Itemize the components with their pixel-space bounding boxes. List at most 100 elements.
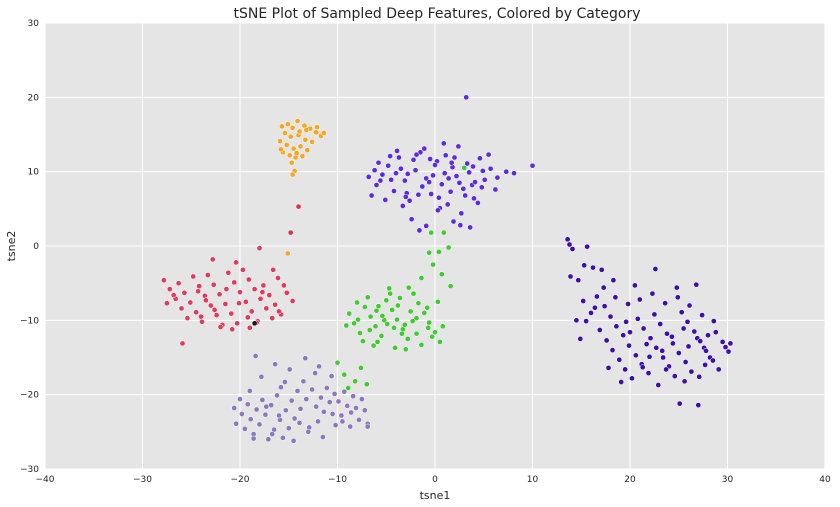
data-point xyxy=(263,403,270,410)
data-point xyxy=(684,318,691,325)
data-point xyxy=(315,418,321,425)
data-point xyxy=(204,272,211,278)
data-point xyxy=(178,305,185,312)
data-point xyxy=(401,321,408,328)
data-point xyxy=(190,273,197,280)
data-point xyxy=(415,191,422,198)
data-point xyxy=(463,94,470,101)
data-point xyxy=(378,333,385,339)
data-point xyxy=(304,147,311,153)
data-point xyxy=(364,423,371,430)
data-point xyxy=(603,337,610,344)
data-point xyxy=(372,323,379,330)
data-point xyxy=(347,423,354,430)
y-tick-label: −30 xyxy=(20,465,39,475)
data-point xyxy=(247,416,254,423)
data-point xyxy=(239,411,245,417)
data-point xyxy=(332,422,339,428)
data-point xyxy=(693,281,700,288)
data-point xyxy=(331,391,338,397)
data-point xyxy=(671,373,678,379)
data-point xyxy=(198,313,204,320)
data-point xyxy=(643,341,650,347)
data-point xyxy=(302,136,309,143)
data-point xyxy=(259,289,266,295)
data-point xyxy=(276,308,282,315)
data-point xyxy=(382,197,389,203)
data-point xyxy=(187,299,194,306)
data-point xyxy=(272,301,278,308)
data-point xyxy=(286,366,293,373)
data-point xyxy=(649,290,656,297)
data-point xyxy=(580,298,587,304)
data-point xyxy=(663,366,669,373)
data-point xyxy=(657,321,664,327)
data-point xyxy=(246,388,253,394)
data-point xyxy=(244,401,251,408)
data-point xyxy=(297,405,304,412)
data-point xyxy=(673,284,680,291)
data-point xyxy=(257,295,264,302)
data-point xyxy=(357,330,363,336)
data-point xyxy=(275,275,281,281)
data-point xyxy=(209,256,216,263)
data-point xyxy=(295,203,302,210)
x-tick-label: 20 xyxy=(624,475,636,485)
data-point xyxy=(477,155,483,162)
data-point xyxy=(367,313,374,320)
data-point xyxy=(316,363,322,370)
data-point xyxy=(627,329,633,336)
data-point xyxy=(356,417,362,423)
data-point xyxy=(386,285,393,292)
data-point xyxy=(590,264,596,271)
data-point xyxy=(296,420,303,426)
data-point xyxy=(407,308,414,315)
data-point xyxy=(424,304,431,311)
data-point xyxy=(237,396,243,402)
data-point xyxy=(288,397,295,404)
data-point xyxy=(660,354,666,361)
data-point xyxy=(234,320,240,327)
data-point xyxy=(229,326,236,333)
data-point xyxy=(680,325,687,332)
x-tick-label: −20 xyxy=(231,475,250,485)
data-point xyxy=(435,298,441,305)
data-point xyxy=(691,328,698,335)
y-tick-label: −10 xyxy=(20,316,39,326)
data-point xyxy=(461,165,468,171)
data-point xyxy=(246,324,253,331)
data-point xyxy=(710,318,717,324)
data-point xyxy=(300,378,307,385)
data-point xyxy=(213,312,220,318)
data-point xyxy=(335,398,342,405)
data-point xyxy=(487,165,494,172)
data-point xyxy=(364,294,371,301)
data-point xyxy=(445,175,452,182)
data-point xyxy=(348,409,354,416)
data-point xyxy=(285,425,292,431)
data-point xyxy=(616,356,623,363)
data-point xyxy=(334,359,341,366)
data-point xyxy=(458,210,465,217)
data-point xyxy=(453,173,460,179)
data-point xyxy=(309,139,315,145)
data-point xyxy=(436,194,442,201)
data-point xyxy=(485,151,492,158)
data-point xyxy=(294,388,301,394)
data-point xyxy=(697,338,704,344)
data-point xyxy=(425,324,432,331)
data-point xyxy=(462,192,469,199)
data-point xyxy=(245,276,252,283)
data-point xyxy=(569,246,576,252)
data-point xyxy=(410,156,417,163)
data-point xyxy=(436,249,442,255)
data-point xyxy=(281,282,287,289)
data-point xyxy=(217,324,224,330)
data-point xyxy=(503,168,510,175)
data-point xyxy=(309,386,315,393)
data-point xyxy=(283,289,290,296)
data-point xyxy=(655,382,662,388)
data-point xyxy=(305,428,312,435)
data-point xyxy=(323,385,330,391)
